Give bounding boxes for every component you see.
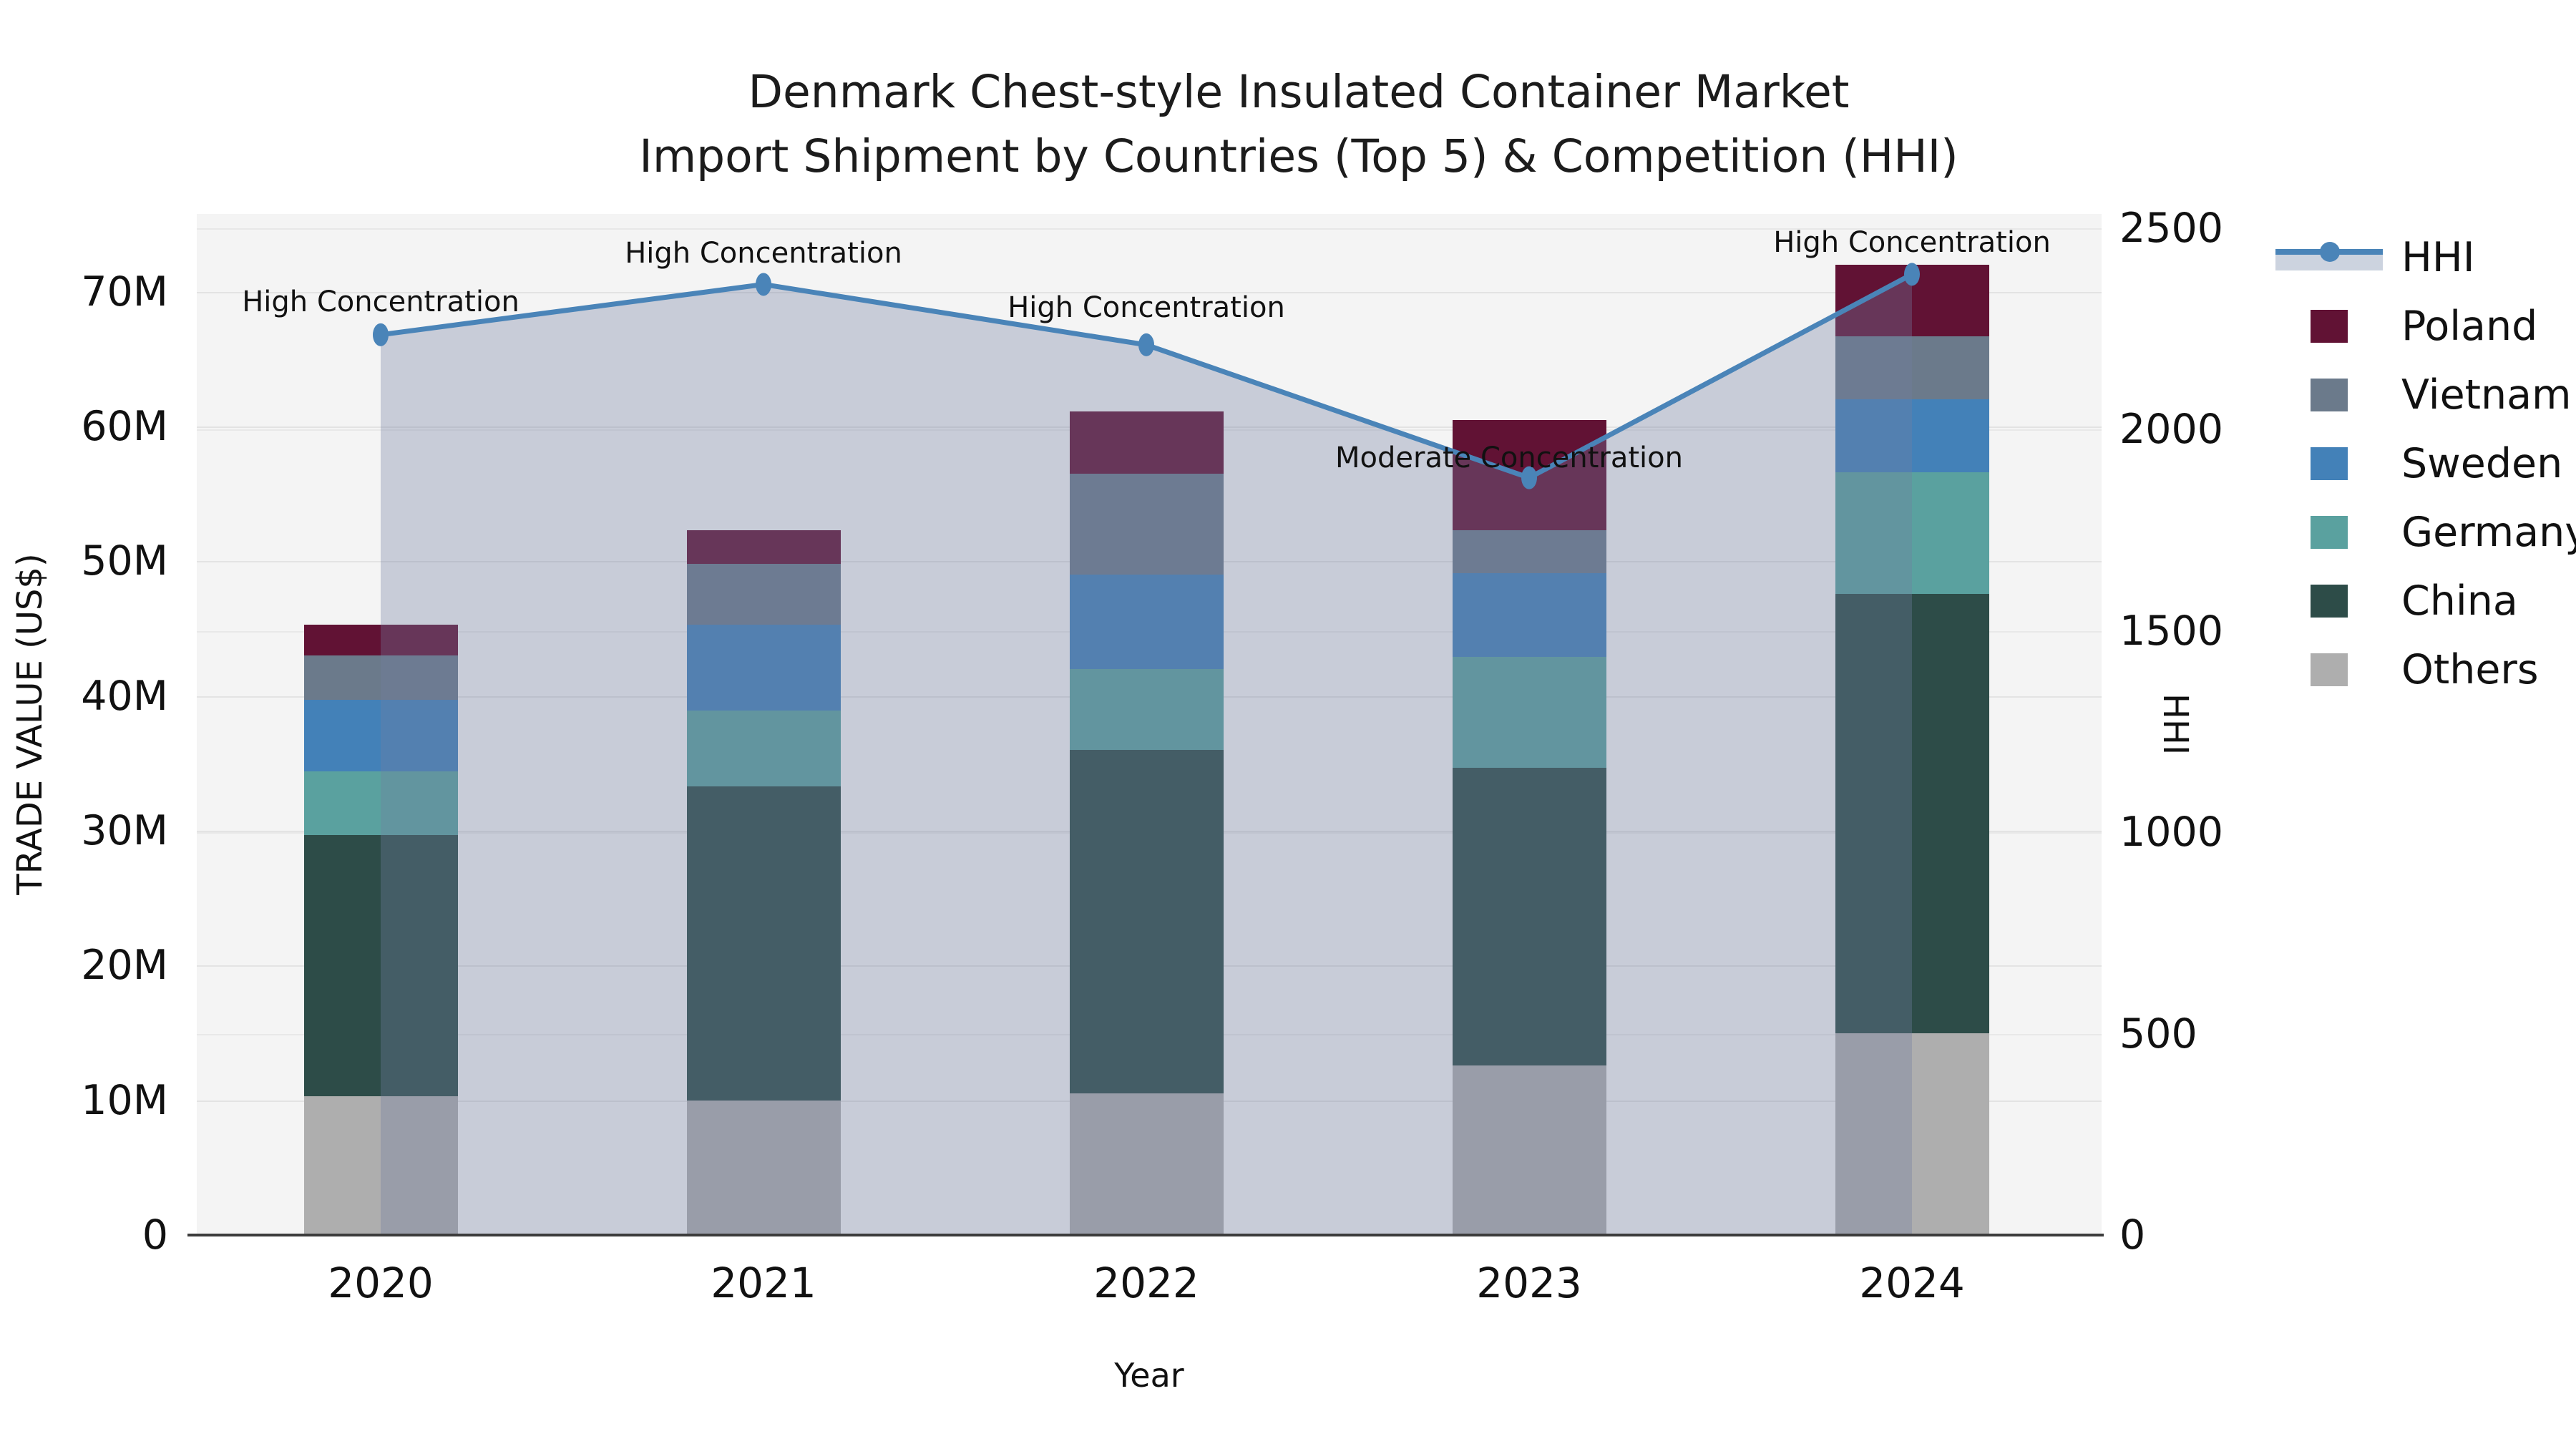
annotation-2020: High Concentration (242, 285, 519, 318)
legend-label-poland: Poland (2401, 303, 2538, 350)
annotation-2022: High Concentration (1008, 291, 1285, 324)
gridline-right-2500 (197, 228, 2102, 230)
legend-symbol-sweden (2275, 429, 2383, 498)
y-tick-right-0: 0 (2119, 1211, 2146, 1259)
y-tick-right-1500: 1500 (2119, 607, 2224, 655)
y-axis-label-left: TRADE VALUE (US$) (10, 553, 50, 895)
y-tick-left-10M: 10M (81, 1076, 168, 1124)
x-tick-2024: 2024 (1859, 1259, 1965, 1307)
legend-item-vietnam: Vietnam (2275, 361, 2576, 429)
chart-title-line2: Import Shipment by Countries (Top 5) & C… (639, 130, 1958, 182)
x-tick-2023: 2023 (1476, 1259, 1582, 1307)
bar-segment-germany-2022 (1069, 669, 1224, 751)
bar-segment-china-2021 (686, 786, 841, 1101)
bar-segment-vietnam-2020 (303, 655, 458, 701)
y-tick-left-60M: 60M (81, 403, 168, 451)
plot-area: High Concentration High Concentration High… (197, 214, 2102, 1235)
y-tick-left-40M: 40M (81, 672, 168, 720)
bar-segment-sweden-2022 (1069, 575, 1224, 670)
annotation-2021: High Concentration (625, 237, 902, 270)
legend: HHI Poland Vietnam Sweden Germany China Others (2275, 223, 2576, 704)
legend-symbol-others (2275, 635, 2383, 704)
bar-segment-vietnam-2024 (1835, 336, 1989, 400)
bar-segment-poland-2020 (303, 624, 458, 656)
y-tick-left-50M: 50M (81, 537, 168, 585)
x-axis-label: Year (1114, 1356, 1184, 1395)
hhi-marker-2021 (756, 273, 771, 296)
y-axis-label-right: HHI (2155, 693, 2195, 756)
bar-segment-china-2022 (1069, 750, 1224, 1094)
bar-segment-vietnam-2021 (686, 564, 841, 625)
gridline-left-70M (197, 292, 2102, 293)
bar-segment-others-2022 (1069, 1093, 1224, 1235)
legend-swatch-others (2311, 653, 2348, 686)
hhi-marker-2024 (1904, 263, 1920, 286)
legend-symbol-china (2275, 567, 2383, 635)
y-tick-right-500: 500 (2119, 1010, 2197, 1058)
bar-segment-germany-2023 (1452, 657, 1606, 768)
legend-swatch-vietnam (2311, 379, 2348, 411)
annotation-2024: High Concentration (1773, 226, 2051, 260)
hhi-marker-icon (2320, 242, 2340, 262)
legend-label-china: China (2401, 577, 2518, 625)
annotation-2023: Moderate Concentration (1335, 441, 1683, 474)
bar-segment-sweden-2020 (303, 700, 458, 772)
y-tick-right-2500: 2500 (2119, 204, 2224, 252)
bar-segment-others-2024 (1835, 1033, 1989, 1235)
bar-segment-china-2023 (1452, 767, 1606, 1065)
bar-segment-sweden-2024 (1835, 399, 1989, 473)
y-tick-left-20M: 20M (81, 942, 168, 990)
legend-item-poland: Poland (2275, 292, 2576, 361)
legend-swatch-germany (2311, 516, 2348, 549)
legend-label-germany: Germany (2401, 509, 2576, 556)
legend-swatch-china (2311, 585, 2348, 618)
legend-item-china: China (2275, 567, 2576, 635)
legend-symbol-hhi (2275, 223, 2383, 292)
hhi-marker-2022 (1138, 333, 1154, 356)
chart-title: Denmark Chest-style Insulated Container … (501, 60, 2097, 189)
x-tick-2020: 2020 (328, 1259, 434, 1307)
bar-segment-sweden-2021 (686, 624, 841, 711)
y-tick-left-0: 0 (142, 1211, 168, 1259)
bar-segment-poland-2021 (686, 530, 841, 565)
legend-item-sweden: Sweden (2275, 429, 2576, 498)
bar-segment-others-2020 (303, 1096, 458, 1235)
x-tick-2021: 2021 (711, 1259, 816, 1307)
y-tick-right-2000: 2000 (2119, 406, 2224, 454)
x-axis-line (187, 1234, 2104, 1236)
legend-label-vietnam: Vietnam (2401, 371, 2572, 419)
bar-segment-poland-2022 (1069, 411, 1224, 474)
hhi-marker-2023 (1521, 466, 1537, 489)
x-tick-2022: 2022 (1093, 1259, 1199, 1307)
legend-swatch-sweden (2311, 447, 2348, 480)
bar-segment-china-2024 (1835, 593, 1989, 1033)
legend-label-others: Others (2401, 646, 2539, 693)
legend-symbol-poland (2275, 292, 2383, 361)
bar-segment-germany-2021 (686, 711, 841, 786)
bar-segment-germany-2024 (1835, 472, 1989, 594)
hhi-marker-2020 (373, 323, 389, 346)
legend-swatch-poland (2311, 310, 2348, 343)
bar-segment-others-2021 (686, 1100, 841, 1235)
bar-segment-vietnam-2022 (1069, 474, 1224, 575)
legend-label-sweden: Sweden (2401, 440, 2563, 487)
legend-label-hhi: HHI (2401, 234, 2475, 281)
bar-segment-sweden-2023 (1452, 573, 1606, 658)
y-tick-left-70M: 70M (81, 268, 168, 316)
legend-symbol-germany (2275, 498, 2383, 567)
y-tick-right-1000: 1000 (2119, 809, 2224, 857)
legend-item-germany: Germany (2275, 498, 2576, 567)
bar-segment-china-2020 (303, 834, 458, 1097)
bar-segment-germany-2020 (303, 771, 458, 835)
legend-item-others: Others (2275, 635, 2576, 704)
hhi-area-fill (381, 274, 1912, 1235)
hhi-overlay (373, 263, 1920, 1235)
chart-title-line1: Denmark Chest-style Insulated Container … (748, 66, 1850, 118)
bar-segment-others-2023 (1452, 1065, 1606, 1235)
bar-segment-vietnam-2023 (1452, 530, 1606, 574)
legend-symbol-vietnam (2275, 361, 2383, 429)
legend-item-hhi: HHI (2275, 223, 2576, 292)
y-tick-left-30M: 30M (81, 807, 168, 855)
